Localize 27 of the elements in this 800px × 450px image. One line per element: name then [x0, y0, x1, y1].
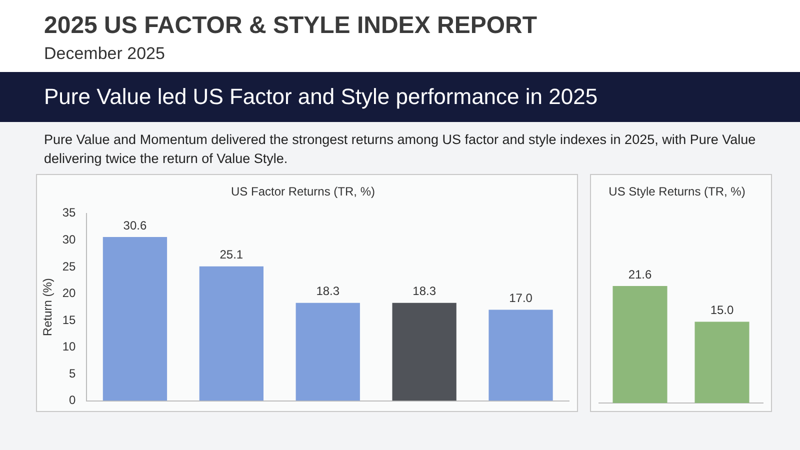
y-tick-label: 10 [62, 340, 76, 354]
chart-title: US Factor Returns (TR, %) [230, 184, 376, 199]
text: 2025 US FACTOR & STYLE INDEX REPORT [44, 12, 538, 40]
y-tick-label: 25 [62, 259, 76, 274]
bar [102, 236, 168, 401]
bar [296, 302, 360, 401]
y-tick-label: 5 [69, 366, 76, 380]
y-tick-label: 35 [62, 206, 76, 220]
bar [199, 266, 264, 401]
data-label: 18.3 [316, 284, 340, 298]
text: December 2025 [44, 44, 166, 64]
bar [392, 302, 456, 401]
data-label: 30.6 [123, 218, 147, 232]
data-label: 25.1 [220, 248, 244, 262]
data-label: 17.0 [509, 291, 533, 306]
bar [488, 310, 553, 401]
data-label: 18.3 [412, 284, 436, 298]
text: Pure Value and Momentum delivered the strongest returns among US factor and style indexes in 2025, with Pure Value delivering twice the return of Value Style. [43, 131, 757, 168]
text: Pure Value led US Factor and Style performance in 2025 [0, 72, 800, 122]
y-tick-label: 30 [62, 232, 76, 246]
chart-title: US Style Returns (TR, %) [608, 184, 746, 199]
y-tick-label: 20 [62, 286, 76, 300]
data-label: 21.6 [628, 267, 652, 282]
y-tick-label: 15 [62, 312, 76, 327]
data-label: 15.0 [710, 303, 734, 318]
y-tick-label: 0 [69, 393, 76, 408]
y-axis-title: Return (%) [40, 278, 55, 336]
